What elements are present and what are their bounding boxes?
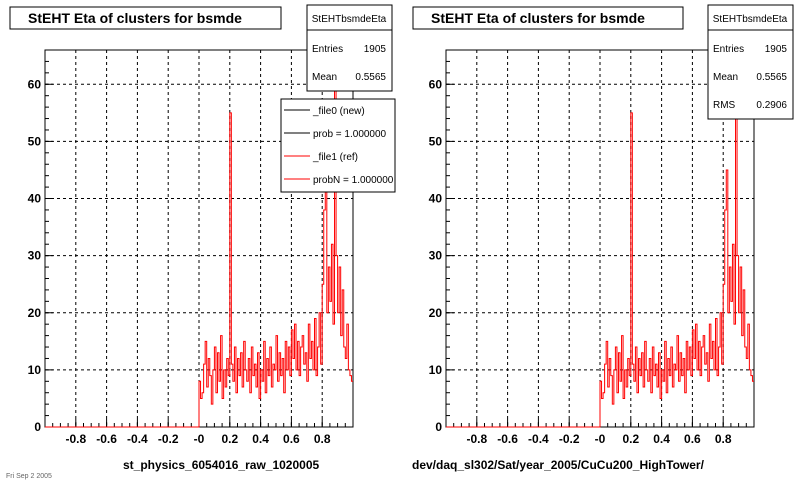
panel-title: StEHT Eta of clusters for bsmde: [431, 10, 645, 26]
footer-fragment: Fri Sep 2 2005: [6, 473, 52, 480]
y-tick-label: 40: [429, 192, 443, 206]
x-tick-label: -0.4: [127, 432, 148, 446]
x-tick-label: -0.6: [497, 432, 518, 446]
y-tick-label: 50: [28, 134, 42, 148]
x-axis-label: dev/daq_sl302/Sat/year_2005/CuCu200_High…: [412, 458, 705, 472]
y-tick-label: 10: [429, 363, 443, 377]
stats-label: Mean: [713, 72, 738, 83]
stats-box: StEHTbsmdeEta Entries 1905 Mean 0.5565 R…: [707, 4, 794, 120]
stats-value: 1905: [364, 44, 387, 55]
y-tick-label: 30: [429, 249, 443, 263]
stats-label: Mean: [312, 72, 337, 83]
y-tick-label: 30: [28, 249, 42, 263]
x-axis-label: st_physics_6054016_raw_1020005: [123, 458, 319, 472]
stats-box: StEHTbsmdeEta Entries 1905 Mean 0.5565: [306, 4, 393, 92]
y-tick-label: 50: [429, 134, 443, 148]
stats-value: 0.2906: [756, 100, 787, 111]
stats-label: Entries: [312, 44, 343, 55]
x-tick-label: -0.2: [158, 432, 179, 446]
y-tick-label: 20: [28, 306, 42, 320]
y-tick-label: 10: [28, 363, 42, 377]
y-tick-label: 40: [28, 192, 42, 206]
legend-box: _file0 (new) prob = 1.000000 _file1 (ref…: [280, 98, 396, 193]
x-tick-label: 0.6: [283, 432, 300, 446]
x-tick-label: 0.4: [653, 432, 670, 446]
stats-label: RMS: [713, 100, 736, 111]
stats-name: StEHTbsmdeEta: [312, 14, 387, 25]
x-tick-label: -0.2: [559, 432, 580, 446]
x-tick-label: -0: [194, 432, 205, 446]
title-box: StEHT Eta of clusters for bsmde: [412, 6, 684, 30]
x-tick-label: 0.2: [221, 432, 238, 446]
histogram-panel-left: -0.8 -0.6 -0.4 -0.2 -0 0.2 0.4 0.6 0.8 0 10 20 30 40…: [9, 4, 396, 472]
x-tick-label: -0.8: [466, 432, 487, 446]
series-line-ref: [45, 66, 353, 428]
legend-item: probN = 1.000000: [313, 175, 394, 186]
y-tick-label: 60: [28, 77, 42, 91]
x-tick-label: -0.8: [65, 432, 86, 446]
stats-value: 0.5565: [756, 72, 787, 83]
x-tick-label: 0.2: [622, 432, 639, 446]
x-tick-label: 0.8: [715, 432, 732, 446]
y-tick-label: 60: [429, 77, 443, 91]
x-tick-label: 0.6: [684, 432, 701, 446]
x-tick-label: 0.8: [314, 432, 331, 446]
y-tick-label: 20: [429, 306, 443, 320]
legend-item: prob = 1.000000: [313, 129, 387, 140]
stats-value: 1905: [765, 44, 788, 55]
stats-label: Entries: [713, 44, 744, 55]
series-layer: [45, 66, 353, 428]
y-tick-label: 0: [34, 420, 41, 434]
title-box: StEHT Eta of clusters for bsmde: [9, 6, 282, 30]
x-tick-label: -0.4: [528, 432, 549, 446]
x-tick-label: -0: [595, 432, 606, 446]
legend-item: _file0 (new): [312, 106, 365, 117]
x-tick-label: -0.6: [96, 432, 117, 446]
panel-title: StEHT Eta of clusters for bsmde: [28, 10, 242, 26]
x-axis-ticks: -0.8 -0.6 -0.4 -0.2 -0 0.2 0.4 0.6 0.8: [445, 419, 755, 446]
y-axis-ticks: 0 10 20 30 40 50 60: [28, 49, 53, 434]
x-axis-ticks: -0.8 -0.6 -0.4 -0.2 -0 0.2 0.4 0.6 0.8: [44, 419, 354, 446]
legend-item: _file1 (ref): [312, 152, 358, 163]
series-line-ref: [446, 66, 754, 428]
stats-name: StEHTbsmdeEta: [713, 14, 788, 25]
y-tick-label: 0: [435, 420, 442, 434]
stats-value: 0.5565: [355, 72, 386, 83]
series-layer: [446, 66, 754, 428]
y-axis-ticks: 0 10 20 30 40 50 60: [429, 49, 454, 434]
histogram-panel-right: -0.8 -0.6 -0.4 -0.2 -0 0.2 0.4 0.6 0.8 0 10 20 30 40…: [412, 4, 794, 472]
x-tick-label: 0.4: [252, 432, 269, 446]
